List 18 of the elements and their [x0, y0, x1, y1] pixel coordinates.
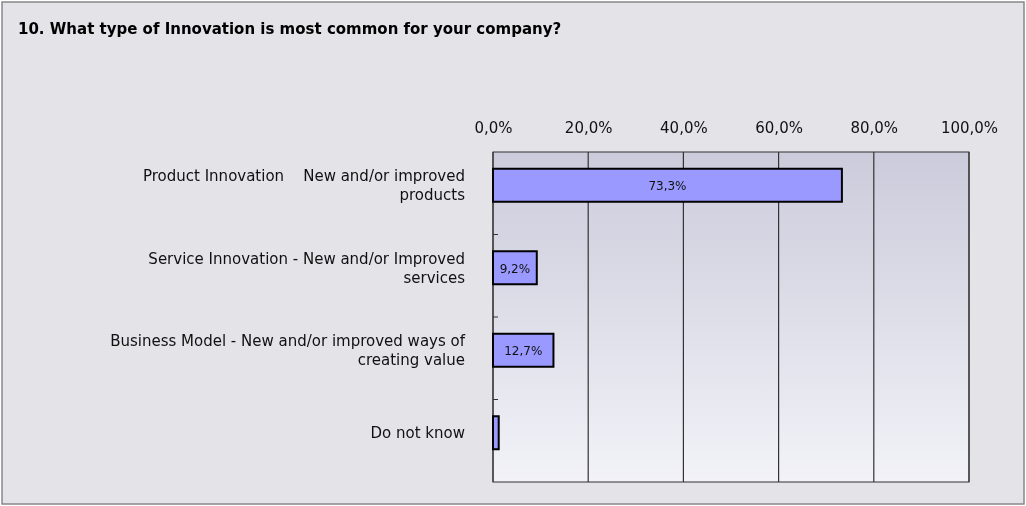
x-tick-label: 60,0%: [755, 119, 803, 137]
bar: [492, 415, 500, 451]
bar: [492, 332, 555, 368]
y-tick-label: Do not know: [370, 423, 465, 442]
bar: [492, 167, 843, 203]
y-tick-label: Business Model - New and/or improved ways of creating value: [110, 332, 466, 370]
x-tick-label: 100,0%: [940, 119, 999, 137]
y-tick-label: Product Innovation New and/or improved products: [142, 167, 466, 205]
y-tick-label: Service Innovation - New and/or Improved services: [148, 249, 466, 287]
data-label: 9,2%: [499, 261, 531, 276]
data-label: 12,7%: [504, 344, 543, 359]
bar: [492, 250, 538, 286]
x-tick-label: 80,0%: [850, 119, 899, 137]
x-tick-label: 40,0%: [660, 119, 708, 137]
text: 10. What type of Innovation is most common for your company?: [18, 20, 562, 38]
x-tick-label: 20,0%: [564, 119, 613, 137]
x-tick-label: 0,0%: [474, 119, 513, 137]
data-label: 73,3%: [648, 179, 687, 194]
